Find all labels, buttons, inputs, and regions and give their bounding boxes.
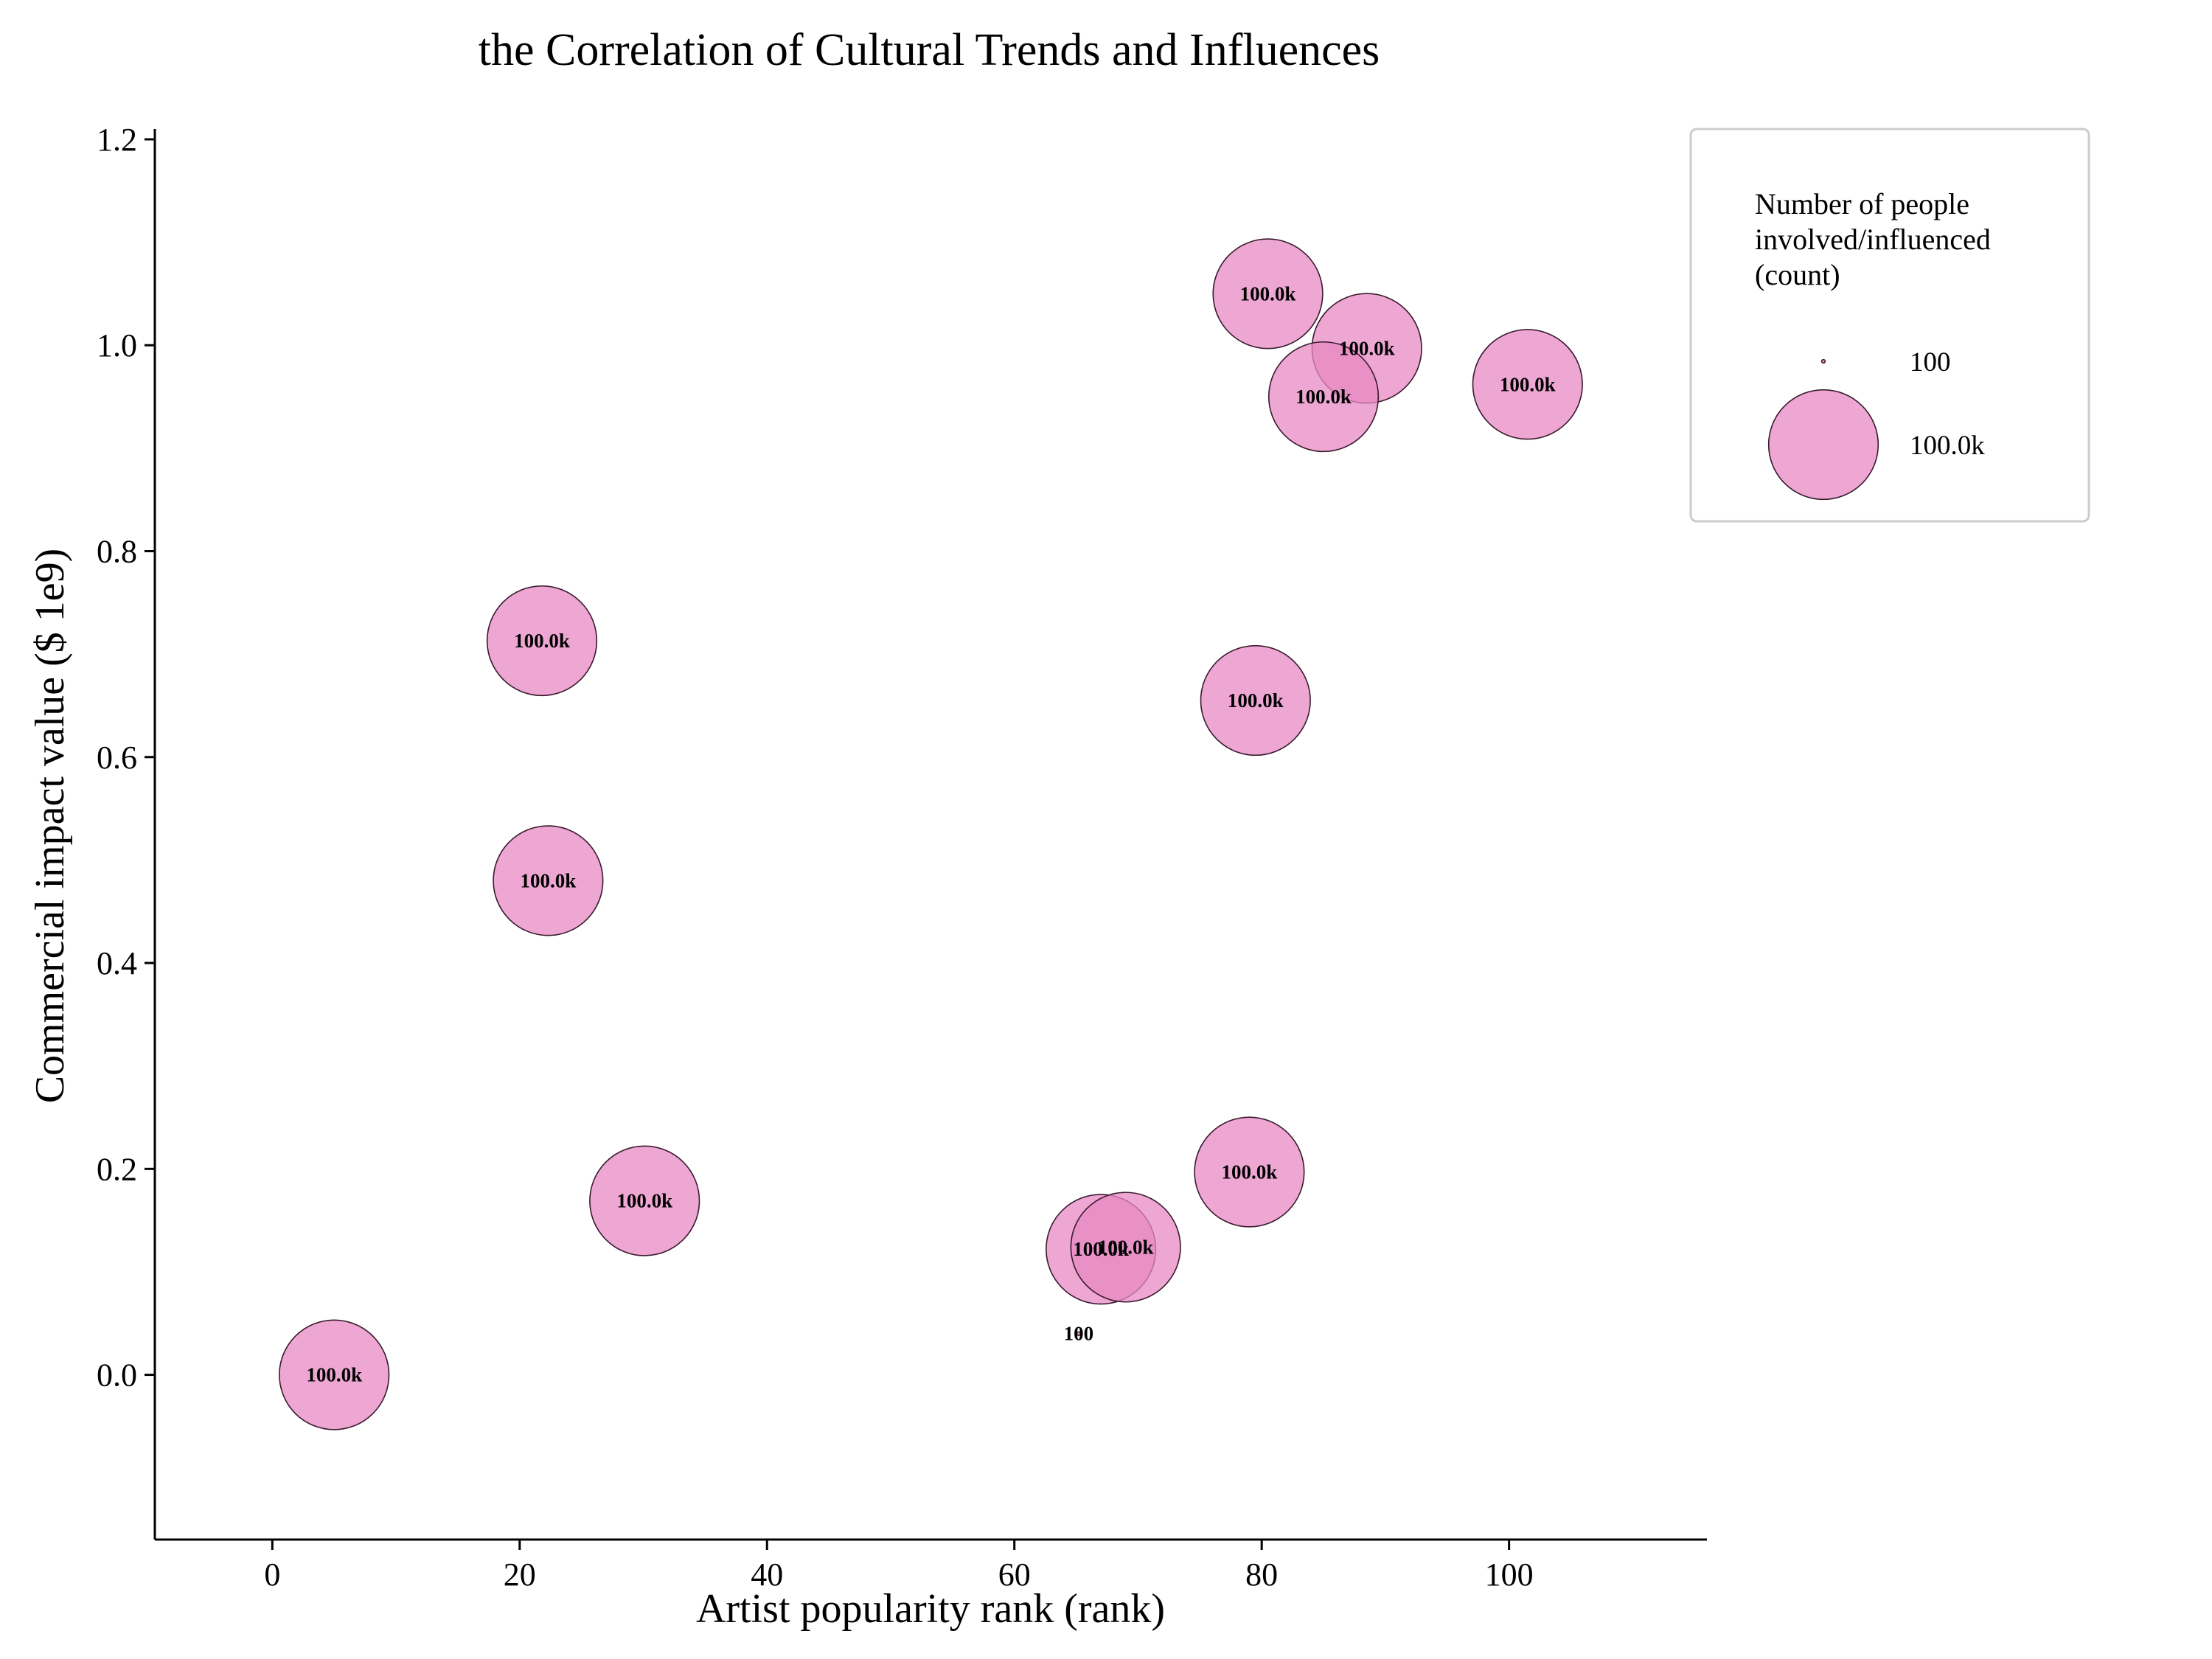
legend-entries: 100 100.0k <box>1767 347 1985 501</box>
bubble-value-label: 100.0k <box>1240 282 1296 305</box>
x-tick-label: 60 <box>998 1557 1031 1593</box>
bubble-value-label: 100.0k <box>1098 1236 1154 1258</box>
data-bubble <box>486 585 598 697</box>
y-axis-label: Commercial impact value ($ 1e9) <box>27 549 73 1104</box>
x-tick-label: 80 <box>1245 1557 1278 1593</box>
bubble-value-label: 100.0k <box>514 630 570 652</box>
bubble-value-label: 100.0k <box>1339 337 1395 359</box>
y-tick-label: 0.8 <box>97 534 137 570</box>
legend-entry-label: 100.0k <box>1910 431 1985 461</box>
legend-entry-label: 100 <box>1910 347 1951 378</box>
data-bubble <box>1070 1192 1181 1303</box>
y-tick-label: 1.0 <box>97 327 137 364</box>
data-bubble <box>1076 1331 1082 1336</box>
bubble-value-label: 100.0k <box>1500 373 1556 395</box>
data-bubble <box>1472 329 1583 440</box>
y-tick-label: 0.4 <box>97 945 137 981</box>
data-bubble <box>1200 644 1311 757</box>
y-tick-label: 1.2 <box>97 122 137 158</box>
legend-title-line-1: Number of people <box>1755 187 1969 220</box>
data-bubble <box>493 825 604 936</box>
axes: 0 20 40 60 80 100 0.0 0.2 0.4 0.6 0.8 1.0 1.2 <box>97 122 1707 1593</box>
data-bubble <box>1267 341 1380 453</box>
y-tick-label: 0.6 <box>97 740 137 776</box>
legend: Number of people involved/influenced (co… <box>1689 128 2090 523</box>
bubble-value-label: 100.0k <box>1295 386 1352 408</box>
bubble-labels: 100.0k100.0k100.0k100.0k100.0k100.0k100.… <box>306 282 1555 1385</box>
bubble-value-label: 100.0k <box>306 1364 362 1386</box>
bubble-value-label: 100.0k <box>520 869 576 891</box>
legend-bubble <box>1767 389 1879 501</box>
bubble-value-label: 100.0k <box>616 1190 672 1212</box>
chart-title: the Correlation of Cultural Trends and I… <box>479 25 1380 75</box>
data-bubble <box>589 1145 700 1256</box>
x-tick-label: 100 <box>1485 1557 1534 1593</box>
legend-title-line-3: (count) <box>1755 258 1840 291</box>
x-tick-label: 0 <box>264 1557 280 1593</box>
legend-bubble <box>1820 358 1826 364</box>
x-tick-label: 20 <box>504 1557 536 1593</box>
bubble-value-label: 100.0k <box>1222 1161 1278 1183</box>
data-bubble <box>1194 1116 1305 1228</box>
legend-title-line-2: involved/influenced <box>1755 223 1991 256</box>
y-tick-label: 0.2 <box>97 1151 137 1187</box>
x-axis-label: Artist popularity rank (rank) <box>696 1586 1165 1632</box>
data-bubble <box>1212 238 1324 349</box>
x-tick-label: 40 <box>751 1557 783 1593</box>
bubble-value-label: 100.0k <box>1228 689 1284 712</box>
bubble-value-label: 100 <box>1064 1323 1094 1345</box>
bubble-value-label: 100.0k <box>1073 1238 1129 1260</box>
bubbles <box>279 238 1583 1430</box>
data-bubble <box>279 1319 390 1430</box>
y-tick-label: 0.0 <box>97 1357 137 1394</box>
